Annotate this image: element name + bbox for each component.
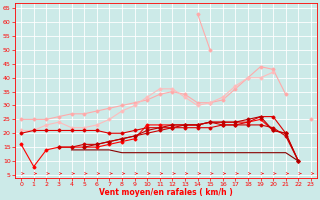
X-axis label: Vent moyen/en rafales ( km/h ): Vent moyen/en rafales ( km/h ) xyxy=(99,188,233,197)
